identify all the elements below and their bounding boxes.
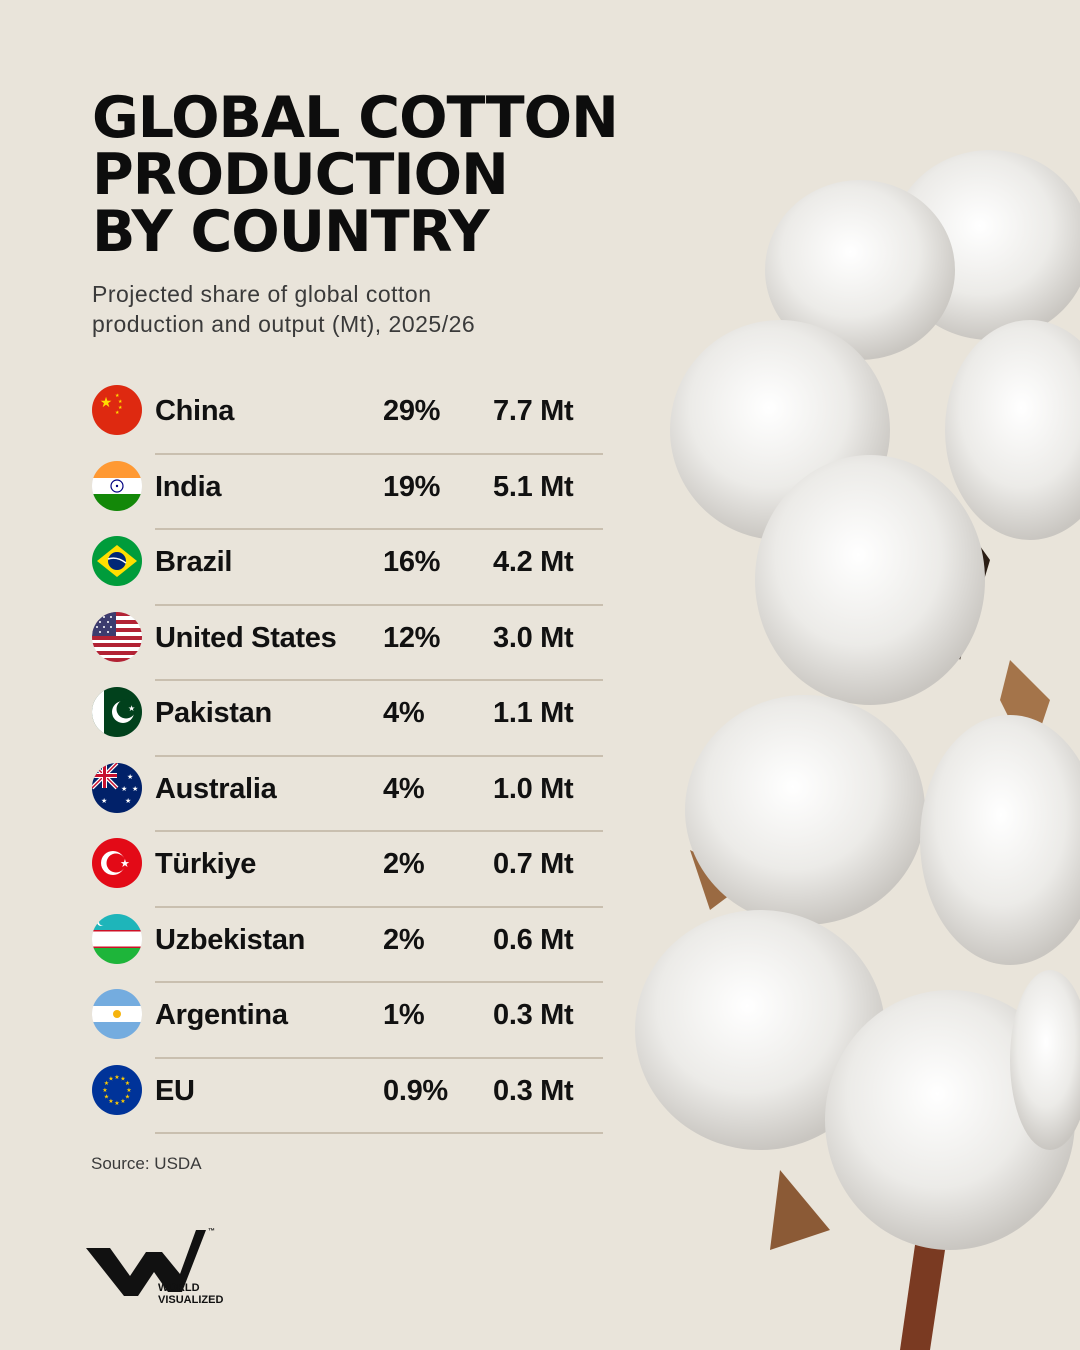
table-row: United States 12% 3.0 Mt bbox=[91, 607, 611, 683]
svg-text:★: ★ bbox=[101, 797, 107, 805]
world-visualized-logo bbox=[86, 1230, 206, 1296]
logo-text-line: VISUALIZED bbox=[158, 1294, 224, 1306]
title-line: GLOBAL COTTON bbox=[92, 85, 619, 151]
output-value: 1.1 Mt bbox=[493, 697, 574, 729]
svg-text:★: ★ bbox=[104, 1080, 109, 1087]
subtitle-line: production and output (Mt), 2025/26 bbox=[92, 311, 476, 337]
turkiye-flag-icon: ★ bbox=[92, 838, 142, 888]
country-name: United States bbox=[155, 621, 337, 654]
share-value: 12% bbox=[383, 621, 441, 654]
svg-text:★: ★ bbox=[120, 1075, 125, 1082]
svg-text:★: ★ bbox=[121, 785, 127, 793]
svg-text:★: ★ bbox=[120, 1098, 125, 1105]
share-value: 29% bbox=[383, 395, 441, 427]
svg-text:★: ★ bbox=[128, 704, 135, 713]
svg-text:★: ★ bbox=[115, 393, 120, 399]
title-line: BY COUNTRY bbox=[92, 199, 490, 265]
country-name: Uzbekistan bbox=[155, 923, 306, 956]
output-value: 1.0 Mt bbox=[493, 772, 574, 805]
output-value: 7.7 Mt bbox=[493, 395, 574, 427]
share-value: 16% bbox=[383, 546, 441, 578]
row-divider bbox=[155, 603, 603, 606]
output-value: 0.3 Mt bbox=[493, 1074, 574, 1107]
country-name: Brazil bbox=[155, 546, 233, 578]
table-row: ★ Türkiye 2% 0.7 Mt bbox=[91, 833, 611, 909]
usa-flag-icon bbox=[92, 611, 142, 662]
eu-flag-icon: ★ ★ ★ ★ ★ ★ ★ ★ ★ ★ ★ ★ bbox=[92, 1064, 142, 1115]
svg-text:★: ★ bbox=[115, 410, 120, 416]
svg-text:★: ★ bbox=[114, 1100, 119, 1107]
row-divider bbox=[155, 905, 603, 908]
row-divider bbox=[155, 528, 603, 530]
svg-text:★: ★ bbox=[104, 1093, 109, 1100]
svg-text:★: ★ bbox=[108, 1075, 113, 1082]
country-table: ★ ★ ★ ★ ★ China 29% 7.7 Mt India 19% 5.1 Mt Brazil 1… bbox=[91, 380, 611, 1135]
uzbekistan-flag-icon bbox=[92, 913, 142, 964]
svg-text:★: ★ bbox=[125, 1093, 130, 1100]
svg-text:★: ★ bbox=[125, 797, 131, 805]
share-value: 19% bbox=[383, 470, 441, 503]
svg-text:★: ★ bbox=[108, 1098, 113, 1105]
subtitle-line: Projected share of global cotton bbox=[92, 281, 432, 307]
title-line: PRODUCTION bbox=[92, 142, 509, 208]
china-flag-icon: ★ ★ ★ ★ ★ bbox=[92, 385, 142, 435]
row-divider bbox=[155, 1132, 603, 1134]
svg-text:★: ★ bbox=[114, 1074, 119, 1081]
page-title: GLOBAL COTTON PRODUCTION BY COUNTRY bbox=[92, 90, 712, 261]
share-value: 1% bbox=[383, 999, 425, 1031]
share-value: 0.9% bbox=[383, 1074, 448, 1107]
share-value: 2% bbox=[383, 848, 425, 880]
svg-text:★: ★ bbox=[100, 394, 113, 410]
output-value: 0.6 Mt bbox=[493, 923, 574, 956]
logo-wordmark: WORLD VISUALIZED bbox=[158, 1282, 223, 1306]
australia-flag-icon: ★ ★ ★ ★ ★ bbox=[92, 762, 142, 813]
country-name: Türkiye bbox=[155, 848, 257, 880]
row-divider bbox=[155, 754, 603, 757]
svg-text:★: ★ bbox=[126, 1087, 131, 1094]
svg-text:★: ★ bbox=[120, 858, 130, 870]
source-note: Source: USDA bbox=[91, 1154, 202, 1173]
share-value: 4% bbox=[383, 772, 425, 805]
table-row: ★ Pakistan 4% 1.1 Mt bbox=[91, 682, 611, 758]
row-divider bbox=[155, 981, 603, 983]
output-value: 0.3 Mt bbox=[493, 999, 574, 1031]
svg-text:★: ★ bbox=[118, 399, 123, 405]
output-value: 3.0 Mt bbox=[493, 621, 574, 654]
country-name: Argentina bbox=[155, 999, 288, 1031]
argentina-flag-icon bbox=[92, 989, 142, 1039]
row-divider bbox=[155, 1056, 603, 1059]
india-flag-icon bbox=[92, 460, 142, 511]
output-value: 4.2 Mt bbox=[493, 546, 574, 578]
share-value: 2% bbox=[383, 923, 425, 956]
output-value: 5.1 Mt bbox=[493, 470, 574, 503]
country-name: Pakistan bbox=[155, 697, 272, 729]
svg-text:★: ★ bbox=[102, 1087, 107, 1094]
cotton-boll-illustration bbox=[635, 150, 1080, 1350]
svg-text:★: ★ bbox=[125, 1080, 130, 1087]
table-row: ★ ★ ★ ★ ★ China 29% 7.7 Mt bbox=[91, 380, 611, 456]
output-value: 0.7 Mt bbox=[493, 848, 574, 880]
pakistan-flag-icon: ★ bbox=[92, 687, 142, 737]
svg-text:★: ★ bbox=[127, 773, 133, 781]
table-row: Argentina 1% 0.3 Mt bbox=[91, 984, 611, 1060]
logo-text-line: WORLD bbox=[158, 1282, 200, 1294]
share-value: 4% bbox=[383, 697, 425, 729]
table-row: ★ ★ ★ ★ ★ ★ ★ ★ ★ ★ ★ ★ EU 0.9% 0.3 Mt bbox=[91, 1060, 611, 1136]
row-divider bbox=[155, 452, 603, 455]
country-name: India bbox=[155, 470, 222, 503]
country-name: China bbox=[155, 395, 235, 427]
brazil-flag-icon bbox=[92, 536, 142, 586]
table-row: ★ ★ ★ ★ ★ Australia 4% 1.0 Mt bbox=[91, 758, 611, 834]
trademark-mark: ™ bbox=[208, 1228, 215, 1235]
row-divider bbox=[155, 830, 603, 832]
country-name: Australia bbox=[155, 772, 277, 805]
svg-text:★: ★ bbox=[118, 405, 123, 411]
subtitle: Projected share of global cotton product… bbox=[92, 279, 612, 339]
row-divider bbox=[155, 679, 603, 681]
table-row: India 19% 5.1 Mt bbox=[91, 456, 611, 532]
table-row: Uzbekistan 2% 0.6 Mt bbox=[91, 909, 611, 985]
table-row: Brazil 16% 4.2 Mt bbox=[91, 531, 611, 607]
svg-text:★: ★ bbox=[132, 785, 138, 793]
country-name: EU bbox=[155, 1074, 195, 1107]
